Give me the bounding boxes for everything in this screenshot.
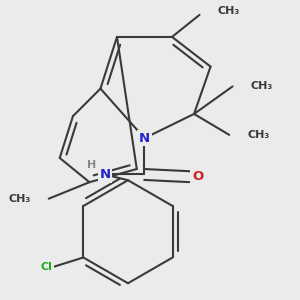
Text: N: N: [139, 132, 150, 145]
Text: O: O: [192, 170, 203, 183]
Text: Cl: Cl: [41, 262, 52, 272]
Text: CH₃: CH₃: [250, 81, 273, 92]
Text: H: H: [87, 160, 97, 170]
Text: N: N: [99, 168, 110, 181]
Text: CH₃: CH₃: [218, 6, 240, 16]
Text: CH₃: CH₃: [9, 194, 31, 204]
Text: CH₃: CH₃: [247, 130, 269, 140]
